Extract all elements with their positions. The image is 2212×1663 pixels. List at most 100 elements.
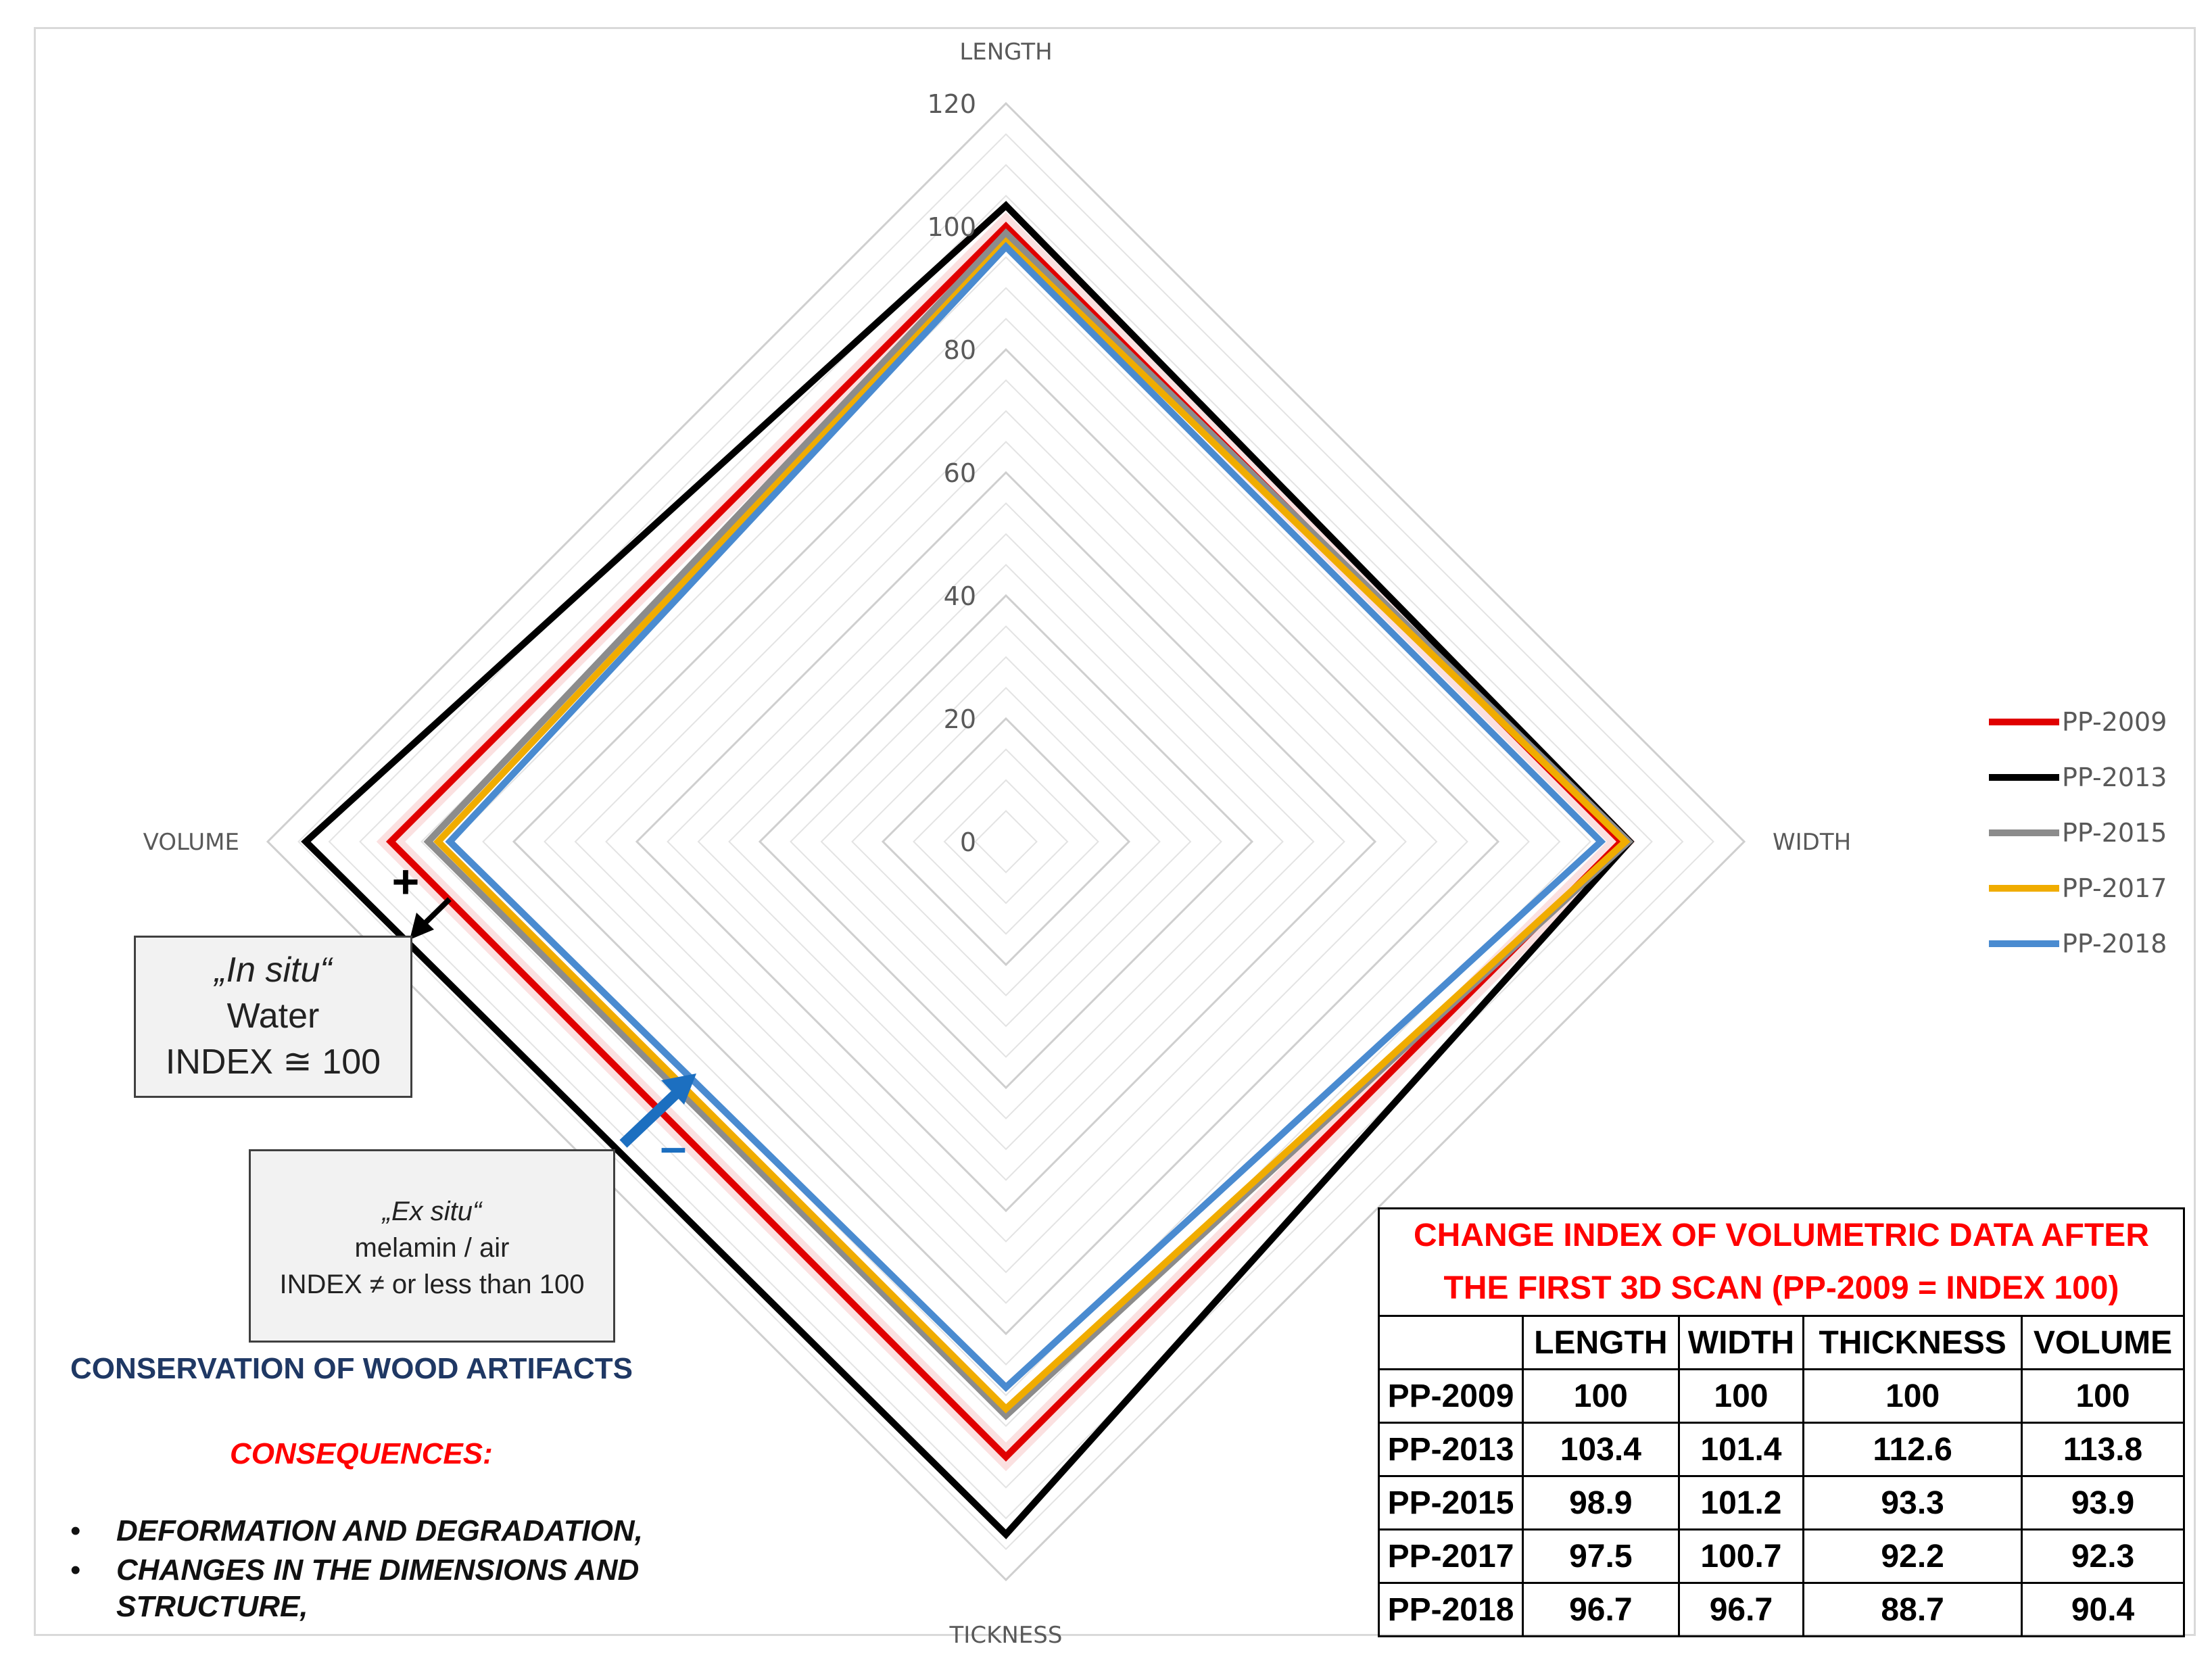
bullet-marker: • [70,1553,81,1587]
bullet-marker: • [70,1514,81,1547]
header-cell: THICKNESS [1802,1315,2023,1370]
insitu-callout: „In situ“ Water INDEX ≅ 100 [134,936,412,1098]
exsitu-callout: „Ex situ“ melamin / air INDEX ≠ or less … [249,1149,615,1343]
legend-label: PP-2013 [2062,763,2167,792]
table-cell: 96.7 [1522,1582,1680,1637]
table-caption-line: CHANGE INDEX OF VOLUMETRIC DATA AFTER [1414,1218,2149,1253]
table-row: PP-2018 96.7 96.7 88.7 90.4 [1378,1582,2185,1637]
table-row: PP-2015 98.9 101.2 93.3 93.9 [1378,1475,2185,1531]
series-line [301,201,1635,1539]
table-cell: 103.4 [1522,1422,1680,1477]
table-row: PP-2017 97.5 100.7 92.2 92.3 [1378,1528,2185,1584]
row-label: PP-2013 [1378,1422,1524,1477]
header-cell: WIDTH [1677,1315,1805,1370]
grid-ring [512,347,1500,1336]
series-line [433,237,1631,1414]
grid-ring [266,101,1746,1582]
table-row: PP-2013 103.4 101.4 112.6 113.8 [1378,1422,2185,1477]
table-cell: 100.7 [1677,1528,1805,1584]
table-cell: 101.4 [1677,1422,1805,1477]
grid-ring [605,441,1407,1243]
grid-ring [820,656,1192,1028]
tick-label: 0 [960,827,976,857]
row-label: PP-2018 [1378,1582,1524,1637]
legend-label: PP-2009 [2062,707,2167,737]
table-cell: 98.9 [1522,1475,1680,1531]
table-cell: 113.8 [2021,1422,2185,1477]
grid-ring [790,625,1222,1058]
legend-label: PP-2017 [2062,873,2167,903]
table-cell: 100 [1802,1368,2023,1424]
table-cell: 112.6 [1802,1422,2023,1477]
grid-ring [359,195,1653,1489]
tick-label: 40 [944,581,976,611]
table-cell: 100 [1677,1368,1805,1424]
axis-title: WIDTH [1773,829,1851,856]
exsitu-title: „Ex situ“ [382,1197,482,1226]
axis-title: VOLUME [143,829,239,856]
table-cell: 101.2 [1677,1475,1805,1531]
insitu-arrow [410,897,452,940]
table-header-row: LENGTH WIDTH THICKNESS VOLUME [1378,1315,2185,1370]
table-caption: CHANGE INDEX OF VOLUMETRIC DATA AFTER TH… [1378,1207,2185,1317]
grid-ring [974,810,1038,873]
grid-ring [851,687,1161,996]
grid-ring [758,594,1254,1090]
insitu-title: „In situ“ [214,950,332,990]
tick-label: 60 [944,458,976,488]
radar-tick-labels: 0 20 40 60 80 100 120 [927,89,976,857]
insitu-index: INDEX ≅ 100 [165,1042,381,1082]
table-cell: 92.3 [2021,1528,2185,1584]
radar-series [301,201,1636,1539]
change-index-table: CHANGE INDEX OF VOLUMETRIC DATA AFTER TH… [1378,1207,2185,1637]
table-cell: 88.7 [1802,1582,2023,1637]
exsitu-arrow [619,1074,696,1148]
axis-title: TICKNESS [949,1622,1063,1649]
grid-ring [451,287,1561,1397]
header-cell: VOLUME [2021,1315,2185,1370]
table-cell: 92.2 [1802,1528,2023,1584]
bullet-item: CHANGES IN THE DIMENSIONS AND [116,1553,640,1587]
legend: PP-2009 PP-2013 PP-2015 PP-2017 PP-2018 [1989,707,2167,959]
grid-ring [728,564,1284,1119]
table-cell: 93.9 [2021,1475,2185,1531]
minus-sign: – [660,1120,687,1173]
grid-ring [881,717,1131,967]
insitu-medium: Water [226,996,320,1036]
grid-ring [667,502,1345,1181]
series-line [423,228,1634,1420]
grid-ring [544,379,1468,1304]
tick-label: 20 [944,704,976,734]
table-cell: 93.3 [1802,1475,2023,1531]
table-cell: 97.5 [1522,1528,1680,1584]
tick-label: 80 [944,335,976,365]
legend-label: PP-2015 [2062,818,2167,848]
consequences-title: CONSEQUENCES: [230,1437,493,1470]
axis-title: LENGTH [959,39,1052,66]
header-cell: LENGTH [1522,1315,1680,1370]
legend-label: PP-2018 [2062,929,2167,959]
tick-label: 100 [927,212,976,242]
exsitu-medium: melamin / air [354,1233,510,1263]
grid-ring [297,133,1714,1550]
table-caption-row: CHANGE INDEX OF VOLUMETRIC DATA AFTER TH… [1378,1207,2185,1317]
grid-ring [574,410,1438,1274]
grid-ring [943,779,1069,905]
table-row: PP-2009 100 100 100 100 [1378,1368,2185,1424]
header-cell [1378,1315,1524,1370]
grid-ring [697,533,1315,1151]
grid-ring [913,748,1099,935]
table-cell: 100 [2021,1368,2185,1424]
series-line [445,241,1606,1393]
bullet-item-continuation: STRUCTURE, [116,1590,308,1623]
grid-ring [482,318,1530,1366]
table-caption-line: THE FIRST 3D SCAN (PP-2009 = INDEX 100) [1443,1270,2119,1306]
table-cell: 100 [1522,1368,1680,1424]
table-cell: 96.7 [1677,1582,1805,1637]
bullet-item: DEFORMATION AND DEGRADATION, [116,1514,643,1547]
conservation-title: CONSERVATION OF WOOD ARTIFACTS [70,1352,633,1385]
plus-sign: + [392,855,420,908]
row-label: PP-2015 [1378,1475,1524,1531]
